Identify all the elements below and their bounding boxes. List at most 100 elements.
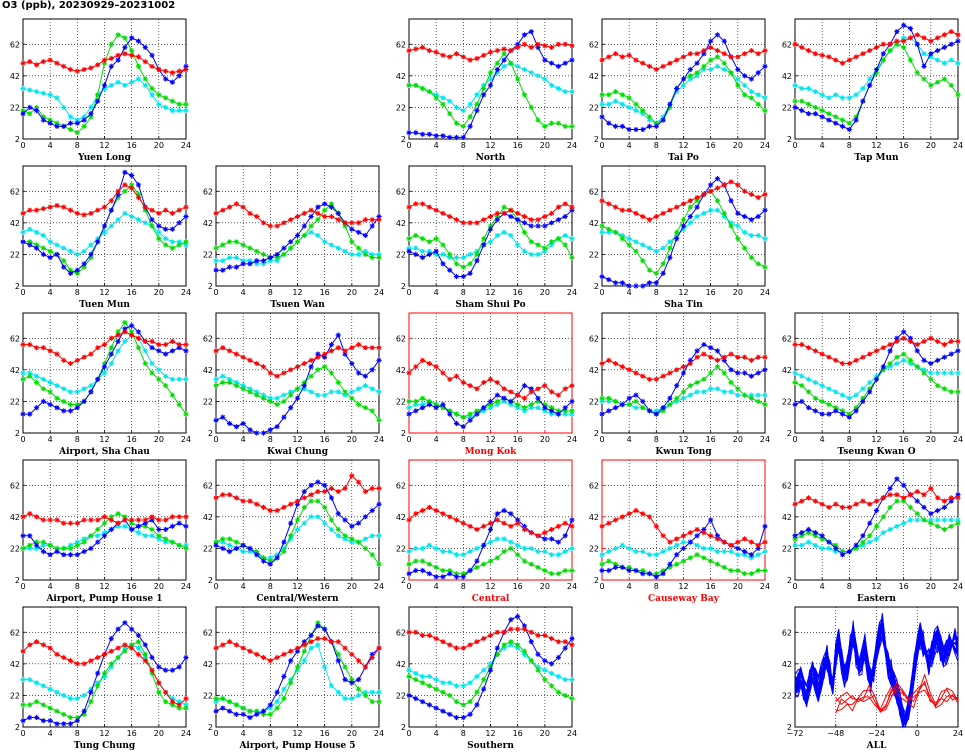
panel-title: Tai Po (668, 153, 699, 163)
data-point (714, 32, 721, 38)
data-point (315, 498, 321, 504)
data-point (406, 673, 412, 680)
data-point (755, 261, 761, 267)
y-tick-label: 62 (203, 481, 213, 490)
data-point (169, 539, 175, 545)
data-point (762, 354, 768, 360)
y-tick-label: 2 (594, 576, 599, 585)
data-point (163, 689, 169, 695)
data-point (819, 545, 825, 551)
data-point (135, 195, 142, 201)
data-point (806, 405, 812, 411)
y-tick-label: 2 (15, 723, 20, 732)
data-point (555, 523, 561, 529)
data-point (426, 702, 432, 708)
series-line-3 (601, 554, 765, 575)
data-point (267, 398, 273, 404)
data-point (701, 376, 707, 382)
data-point (294, 213, 301, 220)
data-point (833, 114, 839, 120)
data-point (61, 398, 67, 404)
y-tick-label: 2 (401, 429, 406, 438)
data-point (406, 248, 412, 254)
data-point (653, 376, 659, 382)
data-point (34, 699, 40, 705)
data-point (433, 92, 439, 98)
data-point (122, 319, 128, 326)
data-point (633, 567, 639, 574)
data-point (755, 101, 761, 107)
data-point (413, 251, 419, 257)
data-point (267, 711, 273, 717)
data-point (95, 92, 101, 98)
data-point (254, 213, 260, 220)
data-point (233, 539, 239, 545)
data-point (474, 55, 480, 62)
x-tick-label: 0 (20, 141, 25, 150)
data-point (867, 82, 873, 88)
data-point (467, 251, 473, 257)
y-tick-label: 22 (203, 397, 213, 406)
data-point (935, 507, 941, 514)
data-point (213, 210, 219, 216)
data-point (708, 354, 714, 360)
y-tick-label: 62 (396, 187, 406, 196)
data-point (907, 492, 914, 498)
data-point (406, 245, 412, 251)
data-point (40, 251, 46, 257)
data-point (453, 571, 460, 577)
data-point (721, 370, 727, 376)
panel-title: Airport, Pump House 5 (238, 741, 355, 751)
data-point (376, 561, 382, 567)
data-point (183, 242, 189, 248)
data-point (742, 571, 748, 577)
data-point (281, 392, 287, 398)
data-point (227, 376, 233, 382)
data-point (742, 229, 748, 235)
data-point (453, 255, 460, 261)
data-point (176, 402, 182, 408)
data-point (74, 542, 80, 548)
data-point (227, 204, 233, 210)
data-point (20, 545, 26, 551)
data-point (247, 708, 253, 714)
x-tick-label: 0 (20, 729, 25, 738)
data-point (176, 702, 182, 708)
data-point (701, 48, 707, 54)
x-tick-label: 4 (627, 141, 632, 150)
all-roadside-station-line (835, 685, 959, 713)
data-point (308, 514, 314, 520)
data-point (806, 345, 812, 351)
data-point (233, 255, 239, 261)
data-point (928, 51, 934, 57)
x-tick-label: 16 (706, 435, 716, 444)
data-point (701, 530, 707, 536)
data-point (142, 651, 148, 657)
data-point (301, 648, 307, 654)
data-point (122, 188, 128, 194)
data-point (342, 645, 348, 651)
data-point (921, 492, 927, 498)
data-point (521, 41, 528, 47)
data-point (349, 251, 355, 257)
data-point (453, 104, 460, 110)
data-point (839, 549, 846, 555)
data-point (542, 402, 548, 408)
data-point (701, 191, 707, 197)
data-point (748, 395, 754, 401)
data-point (873, 66, 880, 73)
data-point (694, 526, 700, 533)
y-tick-label: 22 (10, 544, 20, 553)
data-point (453, 411, 460, 417)
data-point (646, 514, 653, 520)
data-point (660, 373, 666, 379)
data-point (887, 41, 893, 47)
data-point (955, 338, 961, 344)
data-point (646, 280, 653, 286)
data-point (653, 248, 659, 254)
data-point (426, 561, 432, 567)
data-point (674, 232, 680, 239)
data-point (646, 123, 653, 129)
data-point (183, 705, 189, 711)
data-point (447, 514, 453, 520)
